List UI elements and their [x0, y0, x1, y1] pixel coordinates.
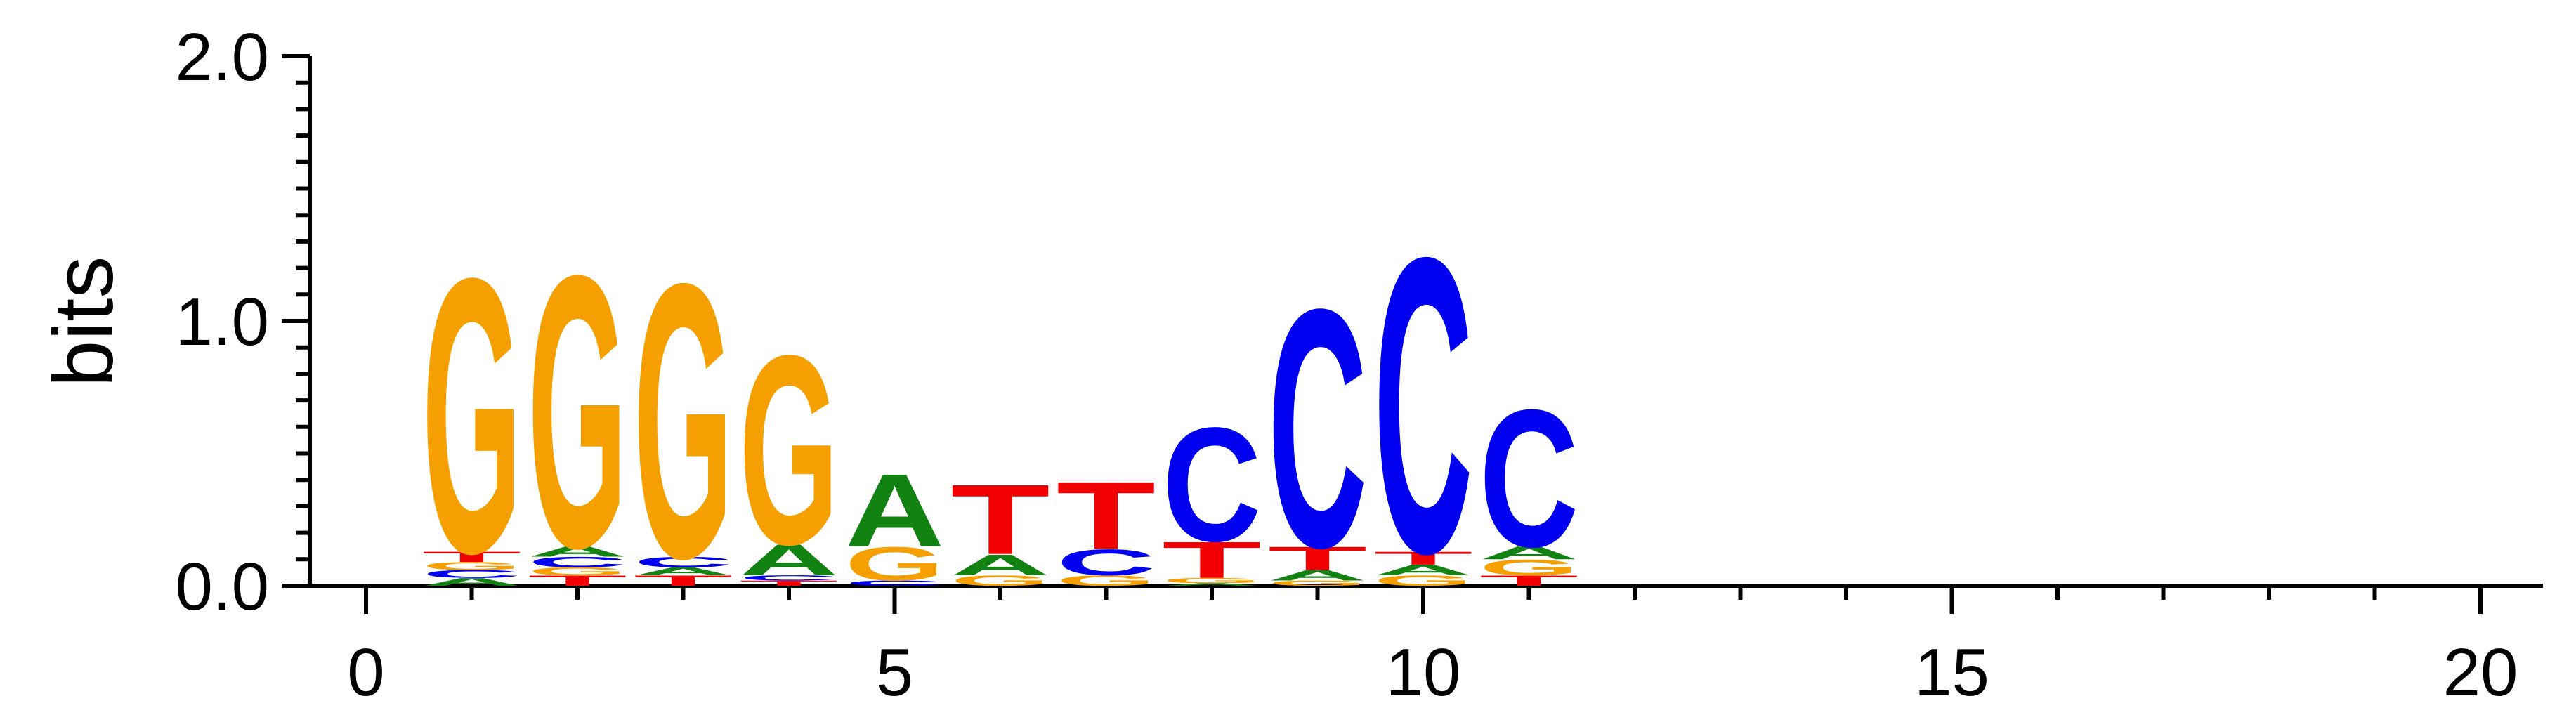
logo-letter-c: C: [1162, 394, 1261, 575]
logo-letter-g: G: [422, 196, 521, 634]
logo-letter-c: C: [739, 574, 838, 582]
logo-letter-t: T: [950, 464, 1050, 575]
logo-letter-g: G: [528, 565, 627, 578]
axis-ticks: 0.0 1.0 2.0 0 5 10 15 20: [176, 20, 2518, 710]
x-tick-label: 5: [876, 635, 913, 710]
logo-letter-g: G: [1373, 572, 1472, 589]
y-tick-label: 1.0: [176, 284, 269, 360]
logo-letter-a: A: [1162, 582, 1261, 586]
logo-letter-c: C: [1268, 239, 1367, 619]
logo-letter-c: C: [528, 554, 627, 571]
logo-letter-c: C: [422, 567, 521, 580]
logo-letter-t: T: [634, 572, 733, 589]
logo-letter-t: T: [422, 549, 521, 565]
logo-letter-t: T: [1162, 531, 1261, 589]
logo-letter-a: A: [634, 565, 733, 578]
logo-letter-a: A: [1268, 567, 1367, 584]
logo-letter-g: G: [1057, 572, 1156, 589]
x-tick-label: 15: [1914, 635, 1989, 710]
logo-letter-g: G: [422, 560, 521, 572]
logo-letter-t: T: [1057, 462, 1156, 570]
logo-letter-g: G: [1268, 579, 1367, 588]
logo-letter-a: A: [1373, 562, 1472, 579]
y-axis-title: bits: [37, 256, 131, 388]
logo-letter-g: G: [528, 195, 627, 629]
logo-letter-c: C: [845, 579, 944, 588]
logo-letter-t: T: [1373, 548, 1472, 568]
logo-letter-c: C: [634, 554, 733, 571]
logo-letter-t: T: [1268, 540, 1367, 577]
y-tick-label: 0.0: [176, 549, 269, 624]
logo-letter-g: G: [1162, 577, 1261, 585]
logo-letter-a: A: [422, 576, 521, 589]
logo-letter-g: G: [739, 299, 838, 601]
logo-letter-a: A: [739, 535, 838, 585]
logo-letter-c: C: [1057, 542, 1156, 584]
logo-letter-t: T: [739, 579, 838, 587]
logo-letter-g: G: [634, 202, 733, 640]
logo-letter-g: G: [1479, 555, 1578, 579]
x-tick-label: 10: [1386, 635, 1461, 710]
y-tick-label: 2.0: [176, 20, 269, 95]
logo-letter-a: A: [845, 452, 944, 568]
x-tick-label: 0: [347, 635, 384, 710]
x-tick-label: 20: [2443, 635, 2518, 710]
logo-letter-a: A: [528, 543, 627, 560]
logo-letter-c: C: [1373, 170, 1472, 641]
logo-letter-a: A: [1479, 542, 1578, 563]
logo-letter-t: T: [1479, 572, 1578, 589]
logo-letter-g: G: [950, 572, 1050, 589]
logo-letter-c: C: [1479, 369, 1578, 588]
logo-letter-a: A: [950, 549, 1050, 582]
logo-letter-g: G: [845, 537, 944, 591]
logo-letter-t: T: [528, 572, 627, 589]
